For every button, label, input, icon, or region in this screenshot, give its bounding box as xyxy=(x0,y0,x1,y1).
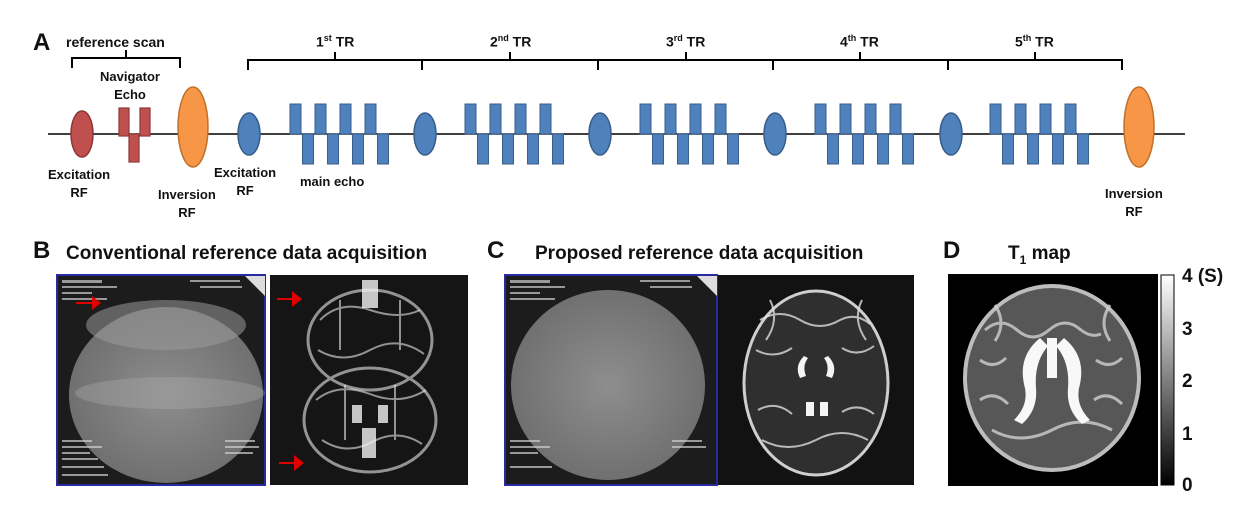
echo-lobe xyxy=(677,133,689,165)
echo-lobe xyxy=(864,103,877,135)
uniform-phantom-sphere xyxy=(511,290,705,480)
echo-lobe xyxy=(902,133,914,165)
colorbar-tick-2: 2 xyxy=(1182,371,1193,392)
tr-label-2: 2nd TR xyxy=(490,33,532,50)
excitation-rf-label-2: Excitation RF xyxy=(214,165,277,198)
red-arrow-top xyxy=(277,291,302,307)
echo-lobe xyxy=(539,103,552,135)
inversion-rf-pulse-end xyxy=(1123,86,1155,168)
inversion-rf-label: Inversion RF xyxy=(158,187,216,220)
panel-d-title: T1 map xyxy=(1008,243,1071,267)
tr-label-1: 1st TR xyxy=(316,33,355,50)
echo-lobe xyxy=(1027,133,1039,165)
clean-brain-outline xyxy=(742,289,890,477)
inversion-rf-pulse xyxy=(177,86,209,168)
echo-lobe xyxy=(327,133,339,165)
echo-lobe xyxy=(839,103,852,135)
navigator-echo-label: Navigator Echo xyxy=(100,69,160,102)
echo-lobe xyxy=(827,133,839,165)
echo-lobe xyxy=(877,133,889,165)
reference-scan-bracket xyxy=(71,50,181,68)
echo-lobe xyxy=(352,133,364,165)
echo-lobe xyxy=(814,103,827,135)
tr-label-3: 3rd TR xyxy=(666,33,706,50)
colorbar-tick-4: 4 (S) xyxy=(1182,266,1224,287)
echo-lobe xyxy=(502,133,514,165)
reference-scan-label: reference scan xyxy=(66,34,165,50)
echo-lobe xyxy=(1039,103,1052,135)
echo-lobe xyxy=(489,103,502,135)
main-echo-label: main echo xyxy=(300,174,365,189)
panel-a-letter: A xyxy=(33,29,51,56)
echo-lobe xyxy=(852,133,864,165)
echo-lobe xyxy=(889,103,902,135)
echo-lobe xyxy=(1064,103,1077,135)
colorbar-tick-1: 1 xyxy=(1182,424,1193,445)
echo-lobe xyxy=(289,103,302,135)
echo-lobe xyxy=(714,103,727,135)
echo-lobe xyxy=(377,133,389,165)
excitation-rf-pulse xyxy=(70,110,94,158)
colorbar-tick-0: 0 xyxy=(1182,475,1193,496)
panel-d-letter: D xyxy=(943,237,961,264)
echo-lobe xyxy=(1077,133,1089,165)
inversion-rf-end-label: Inversion RF xyxy=(1105,186,1163,219)
colorbar xyxy=(1160,274,1175,486)
echo-lobe xyxy=(652,133,664,165)
echo-lobe xyxy=(552,133,564,165)
colorbar-tick-3: 3 xyxy=(1182,319,1193,340)
echo-lobe xyxy=(364,103,377,135)
echo-lobe xyxy=(302,133,314,165)
echo-lobe xyxy=(727,133,739,165)
panel-b-letter: B xyxy=(33,237,51,264)
panel-c-letter: C xyxy=(487,237,505,264)
echo-lobe xyxy=(1052,133,1064,165)
panel-b-title: Conventional reference data acquisition xyxy=(66,243,428,264)
corner-fold xyxy=(245,276,265,296)
red-arrow-localizer xyxy=(76,296,101,310)
echo-lobe xyxy=(314,103,327,135)
red-arrow-bottom xyxy=(279,455,304,471)
echo-lobe xyxy=(1014,103,1027,135)
echo-lobe xyxy=(702,133,714,165)
echo-lobe xyxy=(989,103,1002,135)
t1-ventricles xyxy=(1014,338,1090,424)
panel-c-title: Proposed reference data acquisition xyxy=(535,243,864,264)
echo-lobe xyxy=(464,103,477,135)
excitation-pulses xyxy=(237,112,963,156)
echo-lobe xyxy=(514,103,527,135)
echo-trains xyxy=(289,103,1089,165)
echo-lobe xyxy=(689,103,702,135)
excitation-rf-label: Excitation RF xyxy=(48,167,111,200)
echo-lobe xyxy=(664,103,677,135)
tr-label-5: 5th TR xyxy=(1015,33,1054,50)
echo-lobe xyxy=(639,103,652,135)
echo-lobe xyxy=(1002,133,1014,165)
phantom-sphere xyxy=(69,307,263,483)
tr-brackets xyxy=(247,52,1123,70)
echo-lobe xyxy=(477,133,489,165)
echo-lobe xyxy=(339,103,352,135)
echo-lobe xyxy=(527,133,539,165)
tr-label-4: 4th TR xyxy=(840,33,879,50)
navigator-echo xyxy=(118,107,151,163)
